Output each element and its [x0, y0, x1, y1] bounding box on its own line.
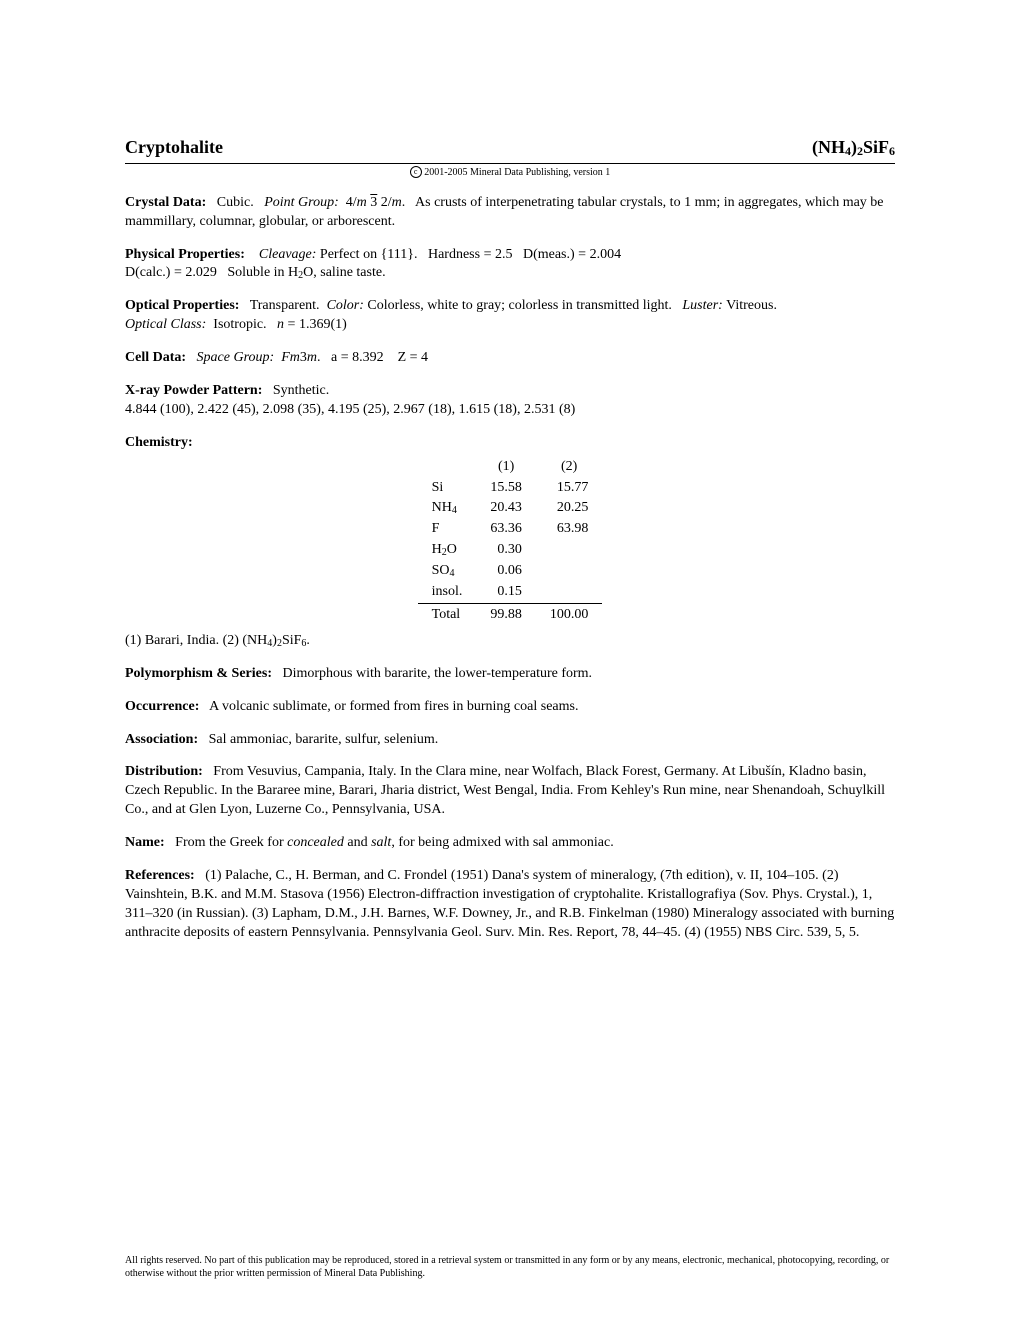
chemistry-label: Chemistry: — [125, 435, 193, 450]
chem-val-2 — [536, 582, 603, 603]
cell-label: Cell Data: — [125, 350, 186, 365]
header-row: Cryptohalite (NH4)2SiF6 — [125, 135, 895, 159]
chem-val-2: 20.25 — [536, 498, 603, 519]
mineral-formula: (NH4)2SiF6 — [812, 135, 895, 159]
refractive-index: n = 1.369(1) — [277, 317, 347, 332]
references-section: References: (1) Palache, C., H. Berman, … — [125, 867, 895, 943]
luster-label: Luster: — [682, 298, 722, 313]
point-group-value: 4/m 3 2/m. — [346, 195, 406, 210]
page: Cryptohalite (NH4)2SiF6 c 2001-2005 Mine… — [0, 0, 1020, 1320]
optical-label: Optical Properties: — [125, 298, 239, 313]
occurrence-section: Occurrence: A volcanic sublimate, or for… — [125, 698, 895, 717]
chem-row: F63.3663.98 — [418, 519, 603, 540]
chem-val-1: 0.06 — [476, 561, 536, 582]
cell-z: Z = 4 — [398, 350, 428, 365]
chem-total-label: Total — [418, 603, 477, 625]
optical-section: Optical Properties: Transparent. Color: … — [125, 297, 895, 335]
references-text: (1) Palache, C., H. Berman, and C. Frond… — [125, 868, 894, 940]
point-group-label: Point Group: — [264, 195, 339, 210]
name-label: Name: — [125, 835, 165, 850]
chemistry-note: (1) Barari, India. (2) (NH4)2SiF6. — [125, 633, 310, 648]
physical-section: Physical Properties: Cleavage: Perfect o… — [125, 246, 895, 284]
distribution-section: Distribution: From Vesuvius, Campania, I… — [125, 763, 895, 820]
header-rule — [125, 163, 895, 164]
occurrence-label: Occurrence: — [125, 699, 199, 714]
cleavage-label: Cleavage: — [259, 247, 317, 262]
chem-component: SO4 — [418, 561, 477, 582]
association-text: Sal ammoniac, bararite, sulfur, selenium… — [209, 732, 439, 747]
optical-class-label: Optical Class: — [125, 317, 206, 332]
chem-val-2 — [536, 540, 603, 561]
chem-row: NH420.4320.25 — [418, 498, 603, 519]
physical-label: Physical Properties: — [125, 247, 245, 262]
dcalc-value: D(calc.) = 2.029 — [125, 265, 217, 280]
chem-total-2: 100.00 — [536, 603, 603, 625]
xrpd-label: X-ray Powder Pattern: — [125, 383, 262, 398]
space-group-value: Fm3m. — [281, 350, 320, 365]
xrpd-source: Synthetic. — [273, 383, 329, 398]
footer-text: All rights reserved. No part of this pub… — [125, 1255, 895, 1280]
mineral-title: Cryptohalite — [125, 135, 223, 159]
optical-class-value: Isotropic. — [213, 317, 266, 332]
chem-component: Si — [418, 478, 477, 499]
crystal-data-label: Crystal Data: — [125, 195, 206, 210]
association-label: Association: — [125, 732, 198, 747]
cell-section: Cell Data: Space Group: Fm3m. a = 8.392 … — [125, 349, 895, 368]
cleavage-value: Perfect on {111}. — [320, 247, 418, 262]
chemistry-table: (1) (2) Si15.5815.77NH420.4320.25F63.366… — [418, 457, 603, 626]
chem-component: insol. — [418, 582, 477, 603]
chem-col-1: (1) — [476, 457, 536, 478]
chem-val-2: 15.77 — [536, 478, 603, 499]
name-text: From the Greek for concealed and salt, f… — [175, 835, 614, 850]
chem-row: Si15.5815.77 — [418, 478, 603, 499]
chem-header-row: (1) (2) — [418, 457, 603, 478]
hardness-value: Hardness = 2.5 — [428, 247, 513, 262]
xrpd-section: X-ray Powder Pattern: Synthetic. 4.844 (… — [125, 382, 895, 420]
chem-component: NH4 — [418, 498, 477, 519]
references-label: References: — [125, 868, 195, 883]
name-section: Name: From the Greek for concealed and s… — [125, 834, 895, 853]
copyright-line: c 2001-2005 Mineral Data Publishing, ver… — [125, 166, 895, 180]
polymorphism-section: Polymorphism & Series: Dimorphous with b… — [125, 665, 895, 684]
chem-val-1: 63.36 — [476, 519, 536, 540]
space-group-label: Space Group: — [197, 350, 275, 365]
color-label: Color: — [327, 298, 364, 313]
xrpd-lines: 4.844 (100), 2.422 (45), 2.098 (35), 4.1… — [125, 402, 575, 417]
chem-val-1: 0.15 — [476, 582, 536, 603]
optical-trans: Transparent. — [250, 298, 320, 313]
color-value: Colorless, white to gray; colorless in t… — [367, 298, 671, 313]
chem-row: SO40.06 — [418, 561, 603, 582]
crystal-data-section: Crystal Data: Cubic. Point Group: 4/m 3 … — [125, 194, 895, 232]
cell-a: a = 8.392 — [331, 350, 384, 365]
chem-row: H2O0.30 — [418, 540, 603, 561]
association-section: Association: Sal ammoniac, bararite, sul… — [125, 731, 895, 750]
polymorphism-label: Polymorphism & Series: — [125, 666, 272, 681]
dmeas-value: D(meas.) = 2.004 — [523, 247, 621, 262]
chem-col-2: (2) — [536, 457, 603, 478]
chem-val-1: 15.58 — [476, 478, 536, 499]
solubility: Soluble in H2O, saline taste. — [227, 265, 385, 280]
occurrence-text: A volcanic sublimate, or formed from fir… — [209, 699, 578, 714]
chem-total-1: 99.88 — [476, 603, 536, 625]
copyright-icon: c — [410, 166, 422, 178]
chem-row: insol.0.15 — [418, 582, 603, 603]
chem-val-2 — [536, 561, 603, 582]
copyright-text: 2001-2005 Mineral Data Publishing, versi… — [424, 167, 610, 178]
chemistry-section: Chemistry: (1) (2) Si15.5815.77NH420.432… — [125, 434, 895, 651]
distribution-text: From Vesuvius, Campania, Italy. In the C… — [125, 764, 885, 817]
polymorphism-text: Dimorphous with bararite, the lower-temp… — [282, 666, 592, 681]
luster-value: Vitreous. — [726, 298, 777, 313]
chem-component: F — [418, 519, 477, 540]
distribution-label: Distribution: — [125, 764, 203, 779]
chem-component: H2O — [418, 540, 477, 561]
chem-total-row: Total 99.88 100.00 — [418, 603, 603, 625]
chem-val-1: 20.43 — [476, 498, 536, 519]
chem-val-1: 0.30 — [476, 540, 536, 561]
chem-val-2: 63.98 — [536, 519, 603, 540]
crystal-system: Cubic. — [217, 195, 254, 210]
